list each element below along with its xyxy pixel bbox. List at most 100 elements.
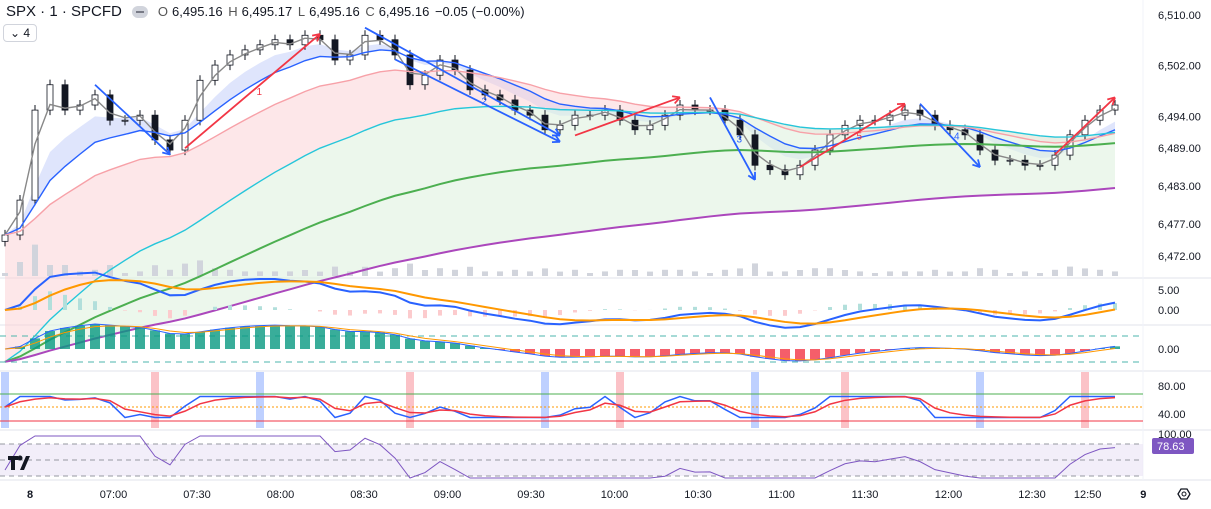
- macd-histogram-bar: [228, 305, 232, 310]
- price-tick: 6,483.00: [1158, 181, 1201, 193]
- osc-bar: [240, 326, 250, 349]
- legend: SPX · 1 · SPCFD O 6,495.16 H 6,495.17 L 6,4…: [6, 3, 527, 20]
- volume-bar: [647, 271, 653, 276]
- macd-histogram-bar: [588, 310, 592, 311]
- candle: [76, 104, 84, 111]
- time-tick: 09:00: [434, 489, 462, 501]
- wave-label: 1: [257, 87, 263, 98]
- arrow-head: [671, 95, 681, 99]
- volume-bar: [857, 271, 863, 276]
- wave-label: 5: [857, 131, 863, 142]
- signal-highlight: [151, 372, 159, 428]
- moving-average-line: [4, 142, 1116, 363]
- volume-bar: [272, 271, 278, 276]
- osc-line: [4, 323, 1116, 362]
- osc-bar: [75, 325, 85, 349]
- signal-highlight: [1, 372, 9, 428]
- volume-bar: [572, 269, 578, 276]
- candle: [136, 114, 144, 121]
- osc-bar: [705, 349, 715, 353]
- signal-highlight: [751, 372, 759, 428]
- macd-histogram-bar: [453, 310, 457, 316]
- osc-bar: [45, 331, 55, 349]
- osc-bar: [390, 334, 400, 349]
- osc-bar: [60, 327, 70, 349]
- macd-histogram-bar: [768, 310, 772, 316]
- macd-histogram-bar: [153, 310, 157, 316]
- volume-bar: [602, 271, 608, 276]
- osc-bar: [570, 349, 580, 358]
- price-tick: 6,494.00: [1158, 111, 1201, 123]
- price-tick: 6,510.00: [1158, 10, 1201, 22]
- macd-histogram-bar: [783, 310, 787, 316]
- osc-bar: [225, 327, 235, 349]
- volume-bar: [62, 265, 68, 276]
- macd-histogram-bar: [798, 310, 802, 314]
- volume-bar: [212, 268, 218, 276]
- macd-histogram-bar: [348, 310, 352, 316]
- ohlc-values: O 6,495.16 H 6,495.17 L 6,495.16 C 6,495.16 …: [158, 4, 527, 19]
- osc-bar: [1110, 346, 1120, 349]
- macd-histogram-bar: [78, 298, 82, 310]
- signal-highlight: [256, 372, 264, 428]
- signal-highlight: [1081, 372, 1089, 428]
- macd-histogram-bar: [978, 310, 982, 314]
- stoch-k-line: [4, 395, 1115, 419]
- volume-bar: [962, 271, 968, 276]
- close-label: C: [365, 4, 375, 19]
- volume-bar: [722, 269, 728, 276]
- volume-bar: [1082, 268, 1088, 276]
- volume-bar: [167, 269, 173, 276]
- osc-bar: [195, 331, 205, 349]
- arrow-head: [311, 33, 321, 37]
- gear-icon[interactable]: [1177, 488, 1191, 500]
- osc-bar: [255, 325, 265, 349]
- macd-histogram-bar: [573, 310, 577, 313]
- time-tick: 08:30: [350, 489, 378, 501]
- macd-histogram-bar: [1053, 310, 1057, 312]
- candle: [301, 34, 309, 46]
- macd-histogram-bar: [288, 309, 292, 310]
- price-tick: 6,477.00: [1158, 219, 1201, 231]
- volume-bar: [362, 266, 368, 276]
- candle: [361, 34, 369, 56]
- candle: [106, 94, 114, 121]
- pane-tick: 0.00: [1158, 344, 1179, 356]
- close-value: 6,495.16: [378, 4, 430, 19]
- volume-bar: [137, 271, 143, 276]
- time-tick: 08:00: [267, 489, 295, 501]
- macd-histogram-bar: [363, 310, 367, 314]
- osc-bar: [120, 326, 130, 349]
- time-tick: 9: [1140, 489, 1146, 501]
- volume-bar: [977, 268, 983, 276]
- candle: [151, 114, 159, 141]
- macd-histogram-bar: [138, 310, 142, 313]
- volume-bar: [227, 269, 233, 276]
- volume-bar: [302, 270, 308, 276]
- macd-histogram-bar: [438, 310, 442, 316]
- volume-bar: [782, 271, 788, 276]
- macd-histogram-bar: [528, 310, 532, 317]
- macd-histogram-bar: [48, 291, 52, 310]
- volume-bar: [707, 273, 713, 276]
- arrow-head: [166, 146, 171, 155]
- volume-bar: [497, 271, 503, 276]
- arrow-head: [972, 163, 981, 169]
- volume-bar: [17, 262, 23, 276]
- time-tick: 07:30: [183, 489, 211, 501]
- candle: [736, 119, 744, 136]
- osc-bar: [510, 349, 520, 353]
- indicators-toggle-button[interactable]: ⌄ 4: [3, 24, 38, 42]
- osc-bar: [840, 349, 850, 356]
- symbol-title[interactable]: SPX · 1 · SPCFD: [6, 3, 122, 20]
- arrow-head: [554, 134, 561, 143]
- stoch-d-line: [4, 395, 1116, 419]
- macd-histogram-bar: [63, 294, 67, 310]
- macd-histogram-bar: [123, 310, 127, 311]
- osc-bar: [735, 349, 745, 354]
- candle: [121, 119, 129, 122]
- osc-bar: [585, 349, 595, 357]
- volume-bar: [767, 271, 773, 276]
- volume-bar: [947, 271, 953, 276]
